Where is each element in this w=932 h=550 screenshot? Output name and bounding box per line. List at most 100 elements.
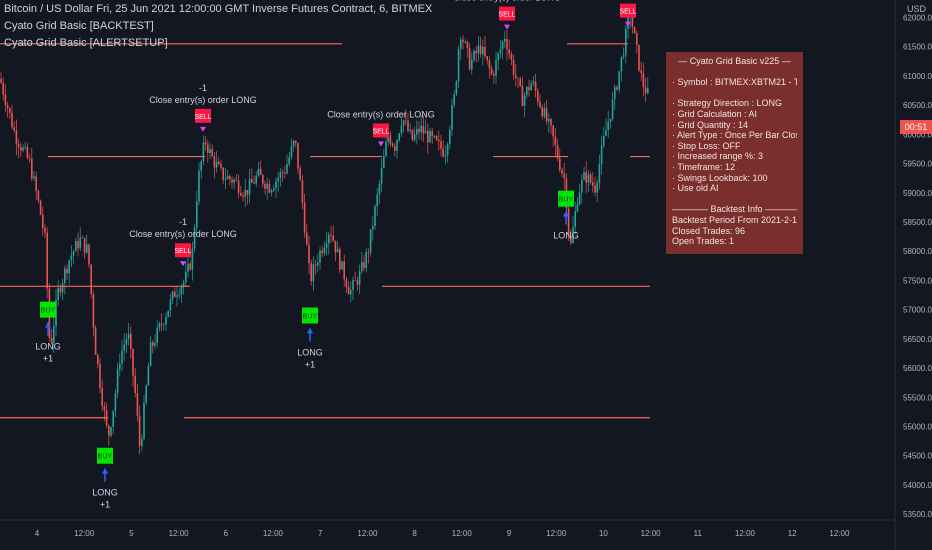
y-tick-label: 61500.0 [903, 43, 932, 52]
candle-body [204, 142, 207, 145]
candle-body [510, 54, 513, 60]
candle-body [273, 188, 275, 191]
y-tick-label: 60000.0 [903, 130, 932, 139]
candle-body [22, 147, 24, 151]
sell-marker[interactable] [175, 243, 191, 258]
candle-body [123, 344, 125, 351]
candle-body [603, 136, 605, 146]
candle-body [240, 192, 242, 196]
y-tick-label: 56000.0 [903, 364, 932, 373]
candle-body [4, 94, 7, 106]
candle-body [611, 99, 614, 119]
candle-body [50, 337, 53, 343]
sell-marker-label: SELL [498, 12, 515, 19]
info-setting: · Timeframe: 12 [672, 161, 736, 172]
candle-body [156, 327, 158, 343]
candle-body [598, 164, 601, 183]
candle-body [224, 179, 227, 180]
buy-marker[interactable] [97, 447, 113, 464]
signal-text: -1 [199, 83, 207, 93]
candle-body [266, 183, 268, 189]
candle-body [504, 38, 506, 42]
candle-body [411, 129, 414, 140]
candle-body [15, 130, 18, 144]
sell-marker[interactable] [195, 108, 211, 123]
candle-body [523, 95, 526, 106]
candle-body [453, 94, 455, 105]
candle-body [253, 182, 255, 184]
candle-body [556, 144, 559, 159]
candle-body [13, 127, 15, 131]
buy-marker[interactable] [302, 307, 318, 324]
candle-body [138, 415, 141, 447]
candle-body [70, 255, 73, 261]
x-tick-label: 12:00 [641, 529, 662, 538]
candle-body [279, 172, 282, 178]
candle-body [339, 248, 341, 270]
arrow-up-icon [563, 210, 569, 217]
x-tick-label: 12:00 [452, 529, 473, 538]
candle-body [345, 279, 348, 288]
sell-marker[interactable] [373, 123, 389, 138]
info-setting: · Strategy Direction : LONG [672, 98, 783, 109]
candle-body [519, 78, 521, 86]
signal-text: +1 [100, 500, 110, 510]
x-tick-label: 12:00 [735, 529, 756, 538]
buy-marker[interactable] [558, 190, 574, 207]
buy-marker[interactable] [40, 301, 56, 318]
x-tick-label: 12:00 [357, 529, 378, 538]
candle-body [484, 47, 486, 57]
y-tick-label: 57500.0 [903, 276, 932, 285]
candle-body [585, 172, 587, 183]
candle-body [499, 49, 502, 54]
indicator-backtest-label[interactable]: Cyato Grid Basic [BACKTEST] [4, 20, 154, 32]
candle-body [145, 385, 147, 403]
candle-body [605, 130, 607, 137]
x-tick-label: 12 [788, 529, 797, 538]
candle-body [407, 120, 409, 131]
candle-body [367, 251, 370, 253]
info-setting: · Increased range %: 3 [672, 151, 764, 162]
candle-body [242, 195, 244, 197]
candle-body [539, 101, 541, 108]
sell-marker[interactable] [620, 3, 636, 18]
candle-body [332, 235, 334, 241]
candle-body [482, 47, 484, 55]
candle-body [413, 134, 416, 140]
x-tick-label: 7 [318, 529, 323, 538]
sell-marker[interactable] [499, 6, 515, 21]
candle-body [647, 88, 649, 94]
candle-body [365, 251, 367, 268]
candle-body [86, 244, 88, 253]
candle-body [42, 214, 44, 229]
candle-body [385, 141, 387, 157]
signal-text: Close entry(s) order LONG [149, 95, 257, 105]
candle-body [517, 78, 519, 79]
indicator-alertsetup-label[interactable]: Cyato Grid Basic [ALERTSETUP] [4, 37, 168, 49]
candle-body [563, 173, 565, 179]
candle-body [46, 232, 48, 289]
candle-body [281, 172, 284, 174]
candle-body [347, 287, 350, 295]
candle-body [200, 161, 202, 171]
candle-body [614, 87, 616, 100]
candle-body [26, 146, 29, 158]
y-tick-label: 54000.0 [903, 481, 932, 490]
candle-body [231, 179, 233, 183]
candle-body [176, 295, 178, 297]
candle-body [33, 176, 35, 179]
arrow-up-icon [45, 321, 51, 328]
candle-body [620, 56, 623, 72]
candle-body [402, 120, 405, 126]
candle-body [358, 271, 361, 285]
candle-body [270, 190, 273, 193]
y-tick-label: 60500.0 [903, 101, 932, 110]
candle-body [396, 140, 398, 151]
candle-body [284, 172, 286, 174]
candle-body [325, 243, 328, 248]
sell-marker-label: SELL [194, 114, 211, 121]
candle-body [83, 238, 86, 253]
candle-body [330, 234, 332, 236]
candle-body [534, 81, 537, 91]
